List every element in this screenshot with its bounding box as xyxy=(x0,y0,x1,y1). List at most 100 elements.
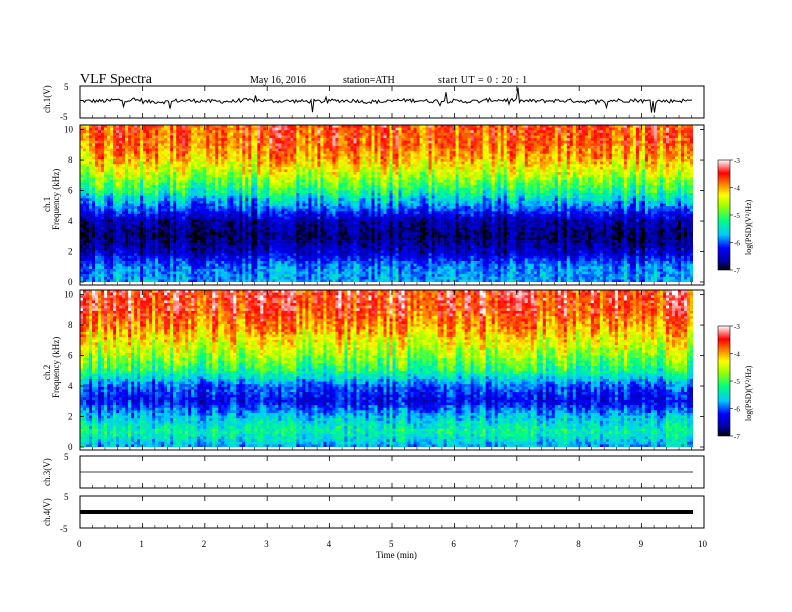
spectrogram-cell xyxy=(446,151,450,155)
spectrogram-cell xyxy=(677,127,682,131)
spectrogram-cell xyxy=(506,153,510,157)
spectrogram-cell xyxy=(89,125,93,128)
spectrogram-cell xyxy=(86,127,90,131)
spectrogram-cell xyxy=(314,174,318,178)
spectrogram-cell xyxy=(443,127,447,131)
spectrogram-cell xyxy=(617,140,622,144)
spectrogram-cell xyxy=(659,174,664,178)
spectrogram-cell xyxy=(467,161,471,165)
spectrogram-cell xyxy=(374,135,378,139)
spectrogram-cell xyxy=(167,130,171,134)
spectrogram-cell xyxy=(518,143,523,147)
spectrogram-cell xyxy=(626,161,631,165)
spectrogram-cell xyxy=(560,143,565,147)
spectrogram-cell xyxy=(125,182,129,186)
spectrogram-cell xyxy=(611,125,616,128)
spectrogram-cell xyxy=(83,182,87,186)
spectrogram-cell xyxy=(395,174,399,178)
spectrogram-cell xyxy=(128,172,132,176)
spectrogram-cell xyxy=(440,169,444,173)
spectrogram-cell xyxy=(608,130,613,134)
spectrogram-cell xyxy=(566,153,571,157)
spectrogram-cell xyxy=(674,138,679,141)
spectrogram-cell xyxy=(251,151,255,155)
spectrogram-cell xyxy=(455,156,459,160)
spectrogram-cell xyxy=(104,182,108,186)
spectrogram-cell xyxy=(356,169,360,173)
spectrogram-cell xyxy=(218,125,222,128)
spectrogram-cell xyxy=(101,177,105,181)
spectrogram-cell xyxy=(557,148,562,152)
spectrogram-cell xyxy=(338,148,342,152)
spectrogram-cell xyxy=(92,151,96,155)
spectrogram-cell xyxy=(395,177,399,181)
spectrogram-cell xyxy=(245,161,249,165)
spectrogram-cell xyxy=(248,127,252,131)
spectrogram-cell xyxy=(227,187,231,191)
spectrogram-cell xyxy=(161,148,165,152)
spectrogram-cell xyxy=(278,179,282,183)
spectrogram-cell xyxy=(125,169,129,173)
spectrogram-cell xyxy=(581,132,586,136)
spectrogram-cell xyxy=(470,145,474,149)
spectrogram-cell xyxy=(224,156,228,160)
spectrogram-cell xyxy=(566,169,571,173)
spectrogram-cell xyxy=(530,159,535,162)
spectrogram-cell xyxy=(641,161,646,165)
spectrogram-cell xyxy=(506,161,510,165)
spectrogram-cell xyxy=(476,159,480,162)
spectrogram-cell xyxy=(230,161,234,165)
spectrogram-cell xyxy=(329,166,333,170)
spectrogram-cell xyxy=(179,140,183,144)
spectrogram-cell xyxy=(584,151,589,155)
spectrogram-cell xyxy=(410,161,414,165)
spectrogram-cell xyxy=(116,135,120,139)
spectrogram-cell xyxy=(182,132,186,136)
spectrogram-cell xyxy=(389,140,393,144)
spectrogram-cell xyxy=(206,156,210,160)
spectrogram-cell xyxy=(218,138,222,141)
spectrogram-cell xyxy=(680,169,685,173)
spectrogram-cell xyxy=(287,179,291,183)
spectrogram-cell xyxy=(443,182,447,186)
spectrogram-cell xyxy=(323,140,327,144)
spectrogram-cell xyxy=(473,151,477,155)
spectrogram-cell xyxy=(662,138,667,141)
spectrogram-cell xyxy=(527,185,532,189)
spectrogram-cell xyxy=(188,127,192,131)
spectrogram-cell xyxy=(269,177,273,181)
spectrogram-cell xyxy=(680,127,685,131)
spectrogram-cell xyxy=(275,145,279,149)
spectrogram-cell xyxy=(542,135,547,139)
spectrogram-cell xyxy=(380,172,384,176)
spectrogram-cell xyxy=(422,177,426,181)
spectrogram-cell xyxy=(665,132,670,136)
spectrogram-cell xyxy=(380,138,384,141)
spectrogram-cell xyxy=(416,169,420,173)
spectrogram-cell xyxy=(353,161,357,165)
spectrogram-cell xyxy=(443,169,447,173)
spectrogram-cell xyxy=(254,159,258,162)
spectrogram-cell xyxy=(398,166,402,170)
spectrogram-cell xyxy=(146,179,150,183)
spectrogram-cell xyxy=(200,172,204,176)
spectrogram-cell xyxy=(437,143,441,147)
spectrogram-cell xyxy=(281,148,285,152)
spectrogram-cell xyxy=(305,145,309,149)
spectrogram-cell xyxy=(341,135,345,139)
spectrogram-cell xyxy=(209,143,213,147)
spectrogram-cell xyxy=(536,127,541,131)
spectrogram-cell xyxy=(389,127,393,131)
spectrogram-cell xyxy=(287,148,291,152)
spectrogram-cell xyxy=(374,140,378,144)
spectrogram-cell xyxy=(614,153,619,157)
spectrogram-cell xyxy=(350,138,354,141)
spectrogram-cell xyxy=(275,177,279,181)
spectrogram-cell xyxy=(545,159,550,162)
spectrogram-cell xyxy=(311,161,315,165)
spectrogram-cell xyxy=(509,135,513,139)
spectrogram-cell xyxy=(275,140,279,144)
spectrogram-cell xyxy=(119,153,123,157)
spectrogram-cell xyxy=(80,182,84,186)
spectrogram-cell xyxy=(443,151,447,155)
